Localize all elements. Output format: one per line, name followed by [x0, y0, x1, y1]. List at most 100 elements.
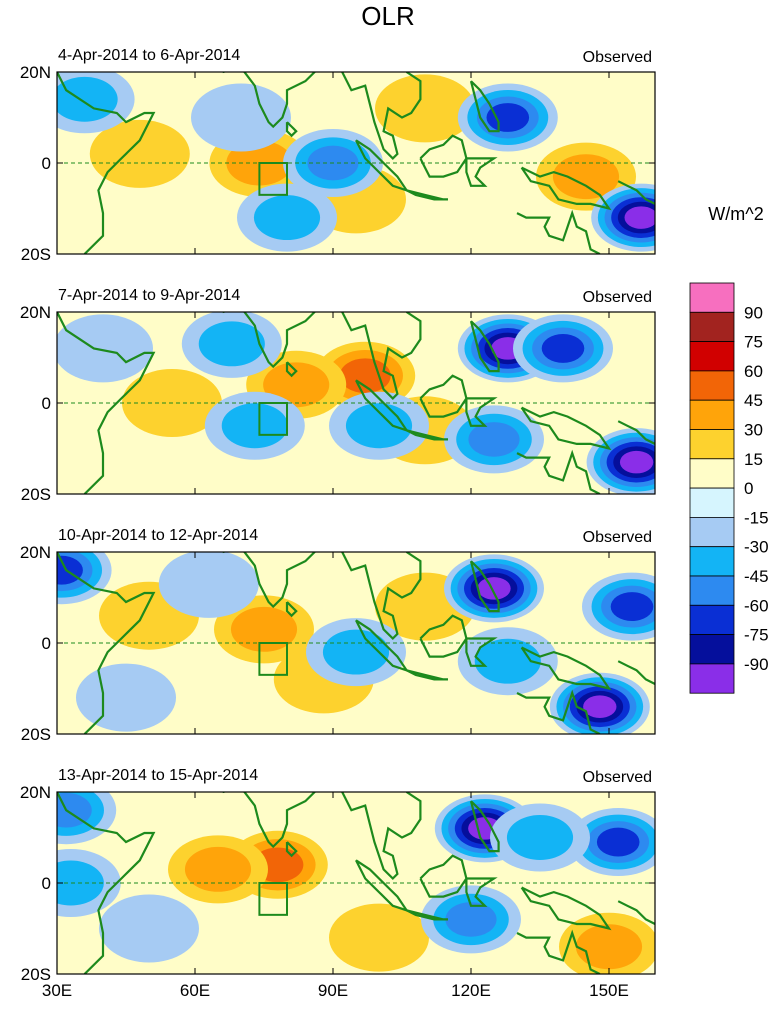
anomaly-contour — [541, 333, 585, 363]
anomaly-contour — [477, 577, 511, 600]
colorbar-label: 30 — [744, 421, 763, 440]
anomaly-contour — [339, 358, 391, 394]
anomaly-contour — [445, 902, 497, 937]
colorbar-swatch — [689, 487, 735, 518]
colorbar-label: -45 — [744, 567, 769, 586]
anomaly-blob — [559, 912, 655, 974]
coastlines — [57, 312, 655, 494]
coastline — [520, 646, 612, 691]
colorbar-label: -15 — [744, 508, 769, 527]
anomaly-blob — [168, 835, 268, 904]
coastline — [516, 689, 601, 734]
region-box — [258, 882, 288, 916]
anomaly-blob — [444, 554, 544, 623]
anomaly-blob — [329, 391, 429, 460]
coastline — [465, 397, 498, 427]
anomaly-contour — [583, 695, 617, 718]
coastline — [341, 552, 422, 641]
colorbar-swatch — [689, 399, 735, 430]
colorbar-swatch — [689, 546, 735, 577]
coastline — [222, 552, 317, 609]
coastline — [285, 601, 298, 618]
colorbar-swatch — [689, 341, 735, 372]
coastline — [516, 449, 601, 494]
anomaly-contour — [624, 206, 655, 229]
coastline — [406, 429, 448, 441]
y-tick-label: 20N — [20, 543, 51, 562]
coastline — [469, 800, 500, 853]
y-tick-label: 0 — [42, 874, 51, 893]
panel-label: Observed — [583, 49, 652, 66]
anomaly-contour — [76, 663, 176, 732]
x-tick-label: 60E — [180, 981, 210, 1000]
coastline — [520, 406, 612, 451]
panel-period: 4-Apr-2014 to 6-Apr-2014 — [58, 47, 240, 64]
colorbar-swatch — [689, 311, 735, 342]
colorbar-label: 60 — [744, 362, 763, 381]
anomaly-contour — [486, 103, 530, 132]
coastline — [222, 312, 317, 369]
anomaly-blob — [421, 885, 521, 954]
x-tick-label: 120E — [451, 981, 491, 1000]
olr-panel: 20N 0 20S 13-Apr-2014 to 15-Apr-2014 Observe… — [20, 767, 656, 984]
coastline — [406, 669, 448, 681]
anomaly-contour — [345, 403, 413, 449]
coastline — [285, 121, 298, 138]
coastline — [57, 792, 156, 974]
y-tick-label: 20N — [20, 783, 51, 802]
colorbar-label: 45 — [744, 391, 763, 410]
coastline — [341, 312, 422, 400]
anomaly-contour — [198, 321, 265, 367]
panel-period: 13-Apr-2014 to 15-Apr-2014 — [58, 767, 258, 784]
anomaly-contour — [253, 195, 321, 241]
olr-panel: 20N 0 20S 7-Apr-2014 to 9-Apr-2014 Observed — [20, 287, 656, 504]
y-tick-label: 20S — [21, 245, 51, 264]
anomaly-blob — [568, 808, 655, 877]
coastlines — [57, 72, 655, 254]
coastline — [406, 189, 448, 201]
anomaly-blob — [582, 572, 655, 641]
colorbar-swatch — [689, 429, 735, 460]
y-tick-label: 0 — [42, 154, 51, 173]
anomaly-contour — [184, 846, 252, 892]
anomaly-field — [57, 552, 655, 734]
colorbar-label: 15 — [744, 450, 763, 469]
colorbar-units: W/m^2 — [708, 204, 763, 224]
anomaly-blob — [586, 428, 655, 494]
olr-panel: 20N 0 20S 4-Apr-2014 to 6-Apr-2014 Observed — [20, 47, 656, 264]
anomaly-contour — [552, 154, 620, 200]
colorbar: W/m^2 90 75 60 45 30 15 0 -15 -30 -45 -60 -75 -90 — [689, 204, 769, 694]
anomaly-contour — [596, 827, 640, 857]
coastline — [57, 72, 156, 254]
panel-period: 7-Apr-2014 to 9-Apr-2014 — [58, 287, 240, 304]
anomaly-blob — [329, 903, 429, 972]
anomaly-blob — [158, 552, 259, 618]
colorbar-label: -75 — [744, 626, 769, 645]
panel-label: Observed — [583, 769, 652, 786]
y-tick-label: 20N — [20, 303, 51, 322]
coastline — [469, 560, 500, 613]
region-box — [258, 402, 288, 436]
anomaly-blob — [457, 83, 558, 152]
anomaly-blob — [204, 391, 305, 460]
coastline — [465, 637, 498, 667]
coastline — [57, 312, 156, 494]
anomaly-contour — [619, 450, 654, 474]
anomaly-contour — [158, 552, 259, 618]
colorbar-label: 0 — [744, 479, 753, 498]
anomaly-contour — [191, 83, 291, 152]
coastline — [285, 841, 298, 858]
coastline — [341, 72, 422, 160]
coastline — [465, 157, 498, 187]
coastlines — [57, 792, 655, 974]
coastline — [617, 660, 655, 685]
panel-label: Observed — [583, 529, 652, 546]
anomaly-blob — [181, 312, 282, 378]
anomaly-field — [57, 72, 655, 252]
anomaly-blob — [57, 314, 153, 383]
colorbar-swatch — [689, 575, 735, 606]
coastline — [469, 320, 500, 373]
coastline — [465, 877, 498, 907]
anomaly-blob — [99, 894, 199, 963]
